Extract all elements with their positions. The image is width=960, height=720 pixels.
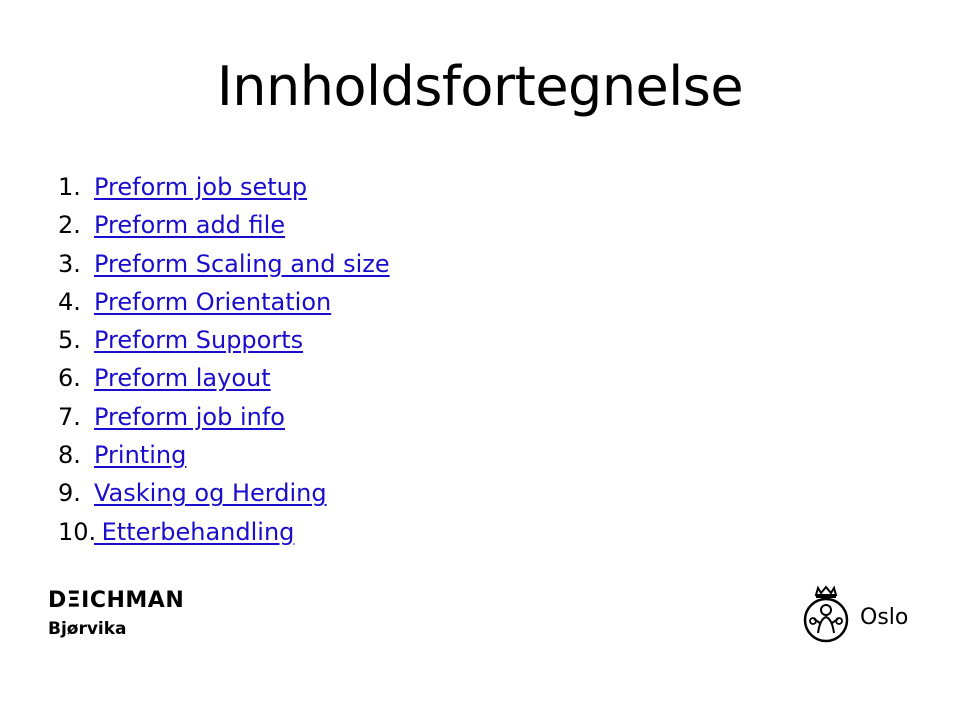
oslo-seal-icon <box>803 585 849 643</box>
toc-item: 10. Etterbehandling <box>58 513 390 551</box>
toc-item: 3. Preform Scaling and size <box>58 245 390 283</box>
toc-number: 9. <box>58 479 81 508</box>
brand-name: DΞICHMAN <box>48 588 185 613</box>
toc-link-orientation[interactable]: Preform Orientation <box>94 287 332 316</box>
toc-number: 5. <box>58 326 81 355</box>
toc-link-job-setup[interactable]: Preform job setup <box>94 173 308 201</box>
toc-link-job-info[interactable]: Preform job info <box>94 402 285 431</box>
toc-item: 2. Preform add file <box>58 206 390 244</box>
toc-item: 7. Preform job info <box>58 398 390 436</box>
toc-number: 3. <box>58 249 81 278</box>
oslo-logo: Oslo <box>800 585 908 643</box>
toc-number: 7. <box>58 402 81 431</box>
toc-link-printing[interactable]: Printing <box>94 441 187 470</box>
toc-link-supports[interactable]: Preform Supports <box>94 326 304 355</box>
page-title: Innholdsfortegnelse <box>216 55 744 118</box>
toc-link-etterbehandling[interactable]: Etterbehandling <box>94 517 295 546</box>
toc-item: 4. Preform Orientation <box>58 283 390 321</box>
toc-item: 6. Preform layout <box>58 359 390 397</box>
toc-link-add-file[interactable]: Preform add file <box>94 211 286 240</box>
toc-number: 1. <box>58 173 81 201</box>
toc-number: 4. <box>58 287 81 316</box>
toc-item: 8. Printing <box>58 436 390 474</box>
toc-number: 6. <box>58 364 81 393</box>
toc-number: 8. <box>58 441 81 470</box>
toc-number: 2. <box>58 211 81 240</box>
toc-item: 5. Preform Supports <box>58 321 390 359</box>
toc-link-scaling-size[interactable]: Preform Scaling and size <box>94 249 390 278</box>
toc-item: 9. Vasking og Herding <box>58 474 390 512</box>
toc-link-layout[interactable]: Preform layout <box>94 364 271 393</box>
deichman-logo: DΞICHMAN Bjørvika <box>48 588 184 642</box>
toc-link-vasking-herding[interactable]: Vasking og Herding <box>94 479 327 508</box>
toc-number: 10. <box>58 517 97 546</box>
brand-subtitle: Bjørvika <box>48 619 127 639</box>
toc-item: 1. Preform job setup <box>58 168 390 206</box>
oslo-label: Oslo <box>860 604 909 630</box>
table-of-contents: 1. Preform job setup 2. Preform add file… <box>58 168 390 551</box>
